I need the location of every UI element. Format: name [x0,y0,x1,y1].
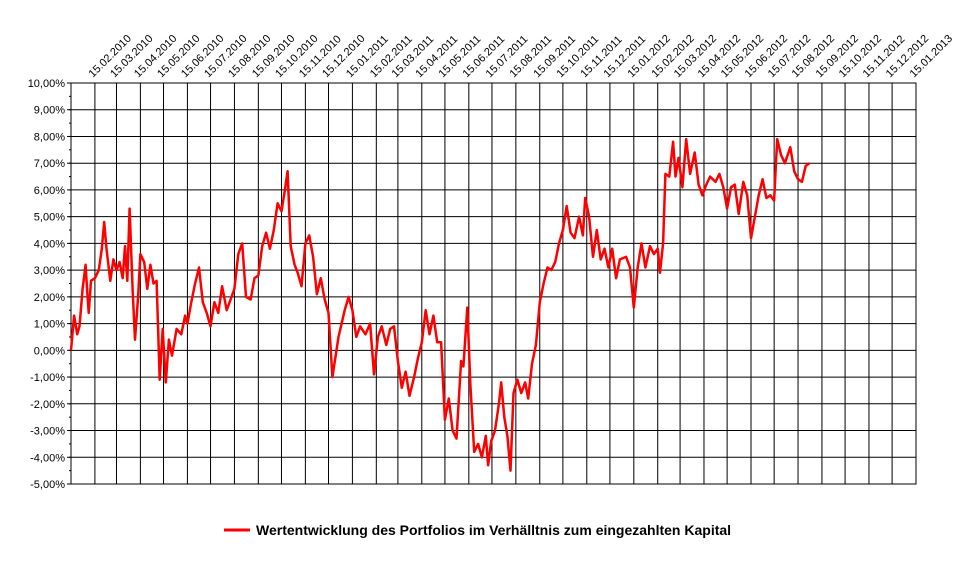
y-tick-label: -3,00% [30,426,65,438]
y-tick-label: 9,00% [34,105,65,117]
y-tick-label: 10,00% [28,78,66,90]
x-axis-ticks: 15.02.201015.03.201015.04.201015.05.2010… [87,33,956,80]
y-tick-label: -5,00% [30,479,65,491]
series-group [69,137,811,472]
y-tick-label: -4,00% [30,452,65,464]
y-tick-label: 0,00% [34,345,65,357]
gridlines [70,82,917,485]
y-tick-label: 8,00% [34,131,65,143]
y-tick-label: 1,00% [34,319,65,331]
y-tick-label: 3,00% [34,265,65,277]
y-axis-ticks: -5,00% -4,00% -3,00% -2,00% -1,00% 0,00% 1,00%… [28,78,71,491]
y-tick-label: 4,00% [34,238,65,250]
y-tick-label: 6,00% [34,185,65,197]
series-line [69,137,811,472]
y-tick-label: 2,00% [34,292,65,304]
plot-area [71,83,916,484]
legend: Wertentwicklung des Portfolios im Verhäl… [224,522,731,538]
y-tick-label: -1,00% [30,372,65,384]
y-tick-label: 7,00% [34,158,65,170]
legend-label: Wertentwicklung des Portfolios im Verhäl… [256,522,731,538]
y-tick-label: 5,00% [34,212,65,224]
y-tick-label: -2,00% [30,399,65,411]
